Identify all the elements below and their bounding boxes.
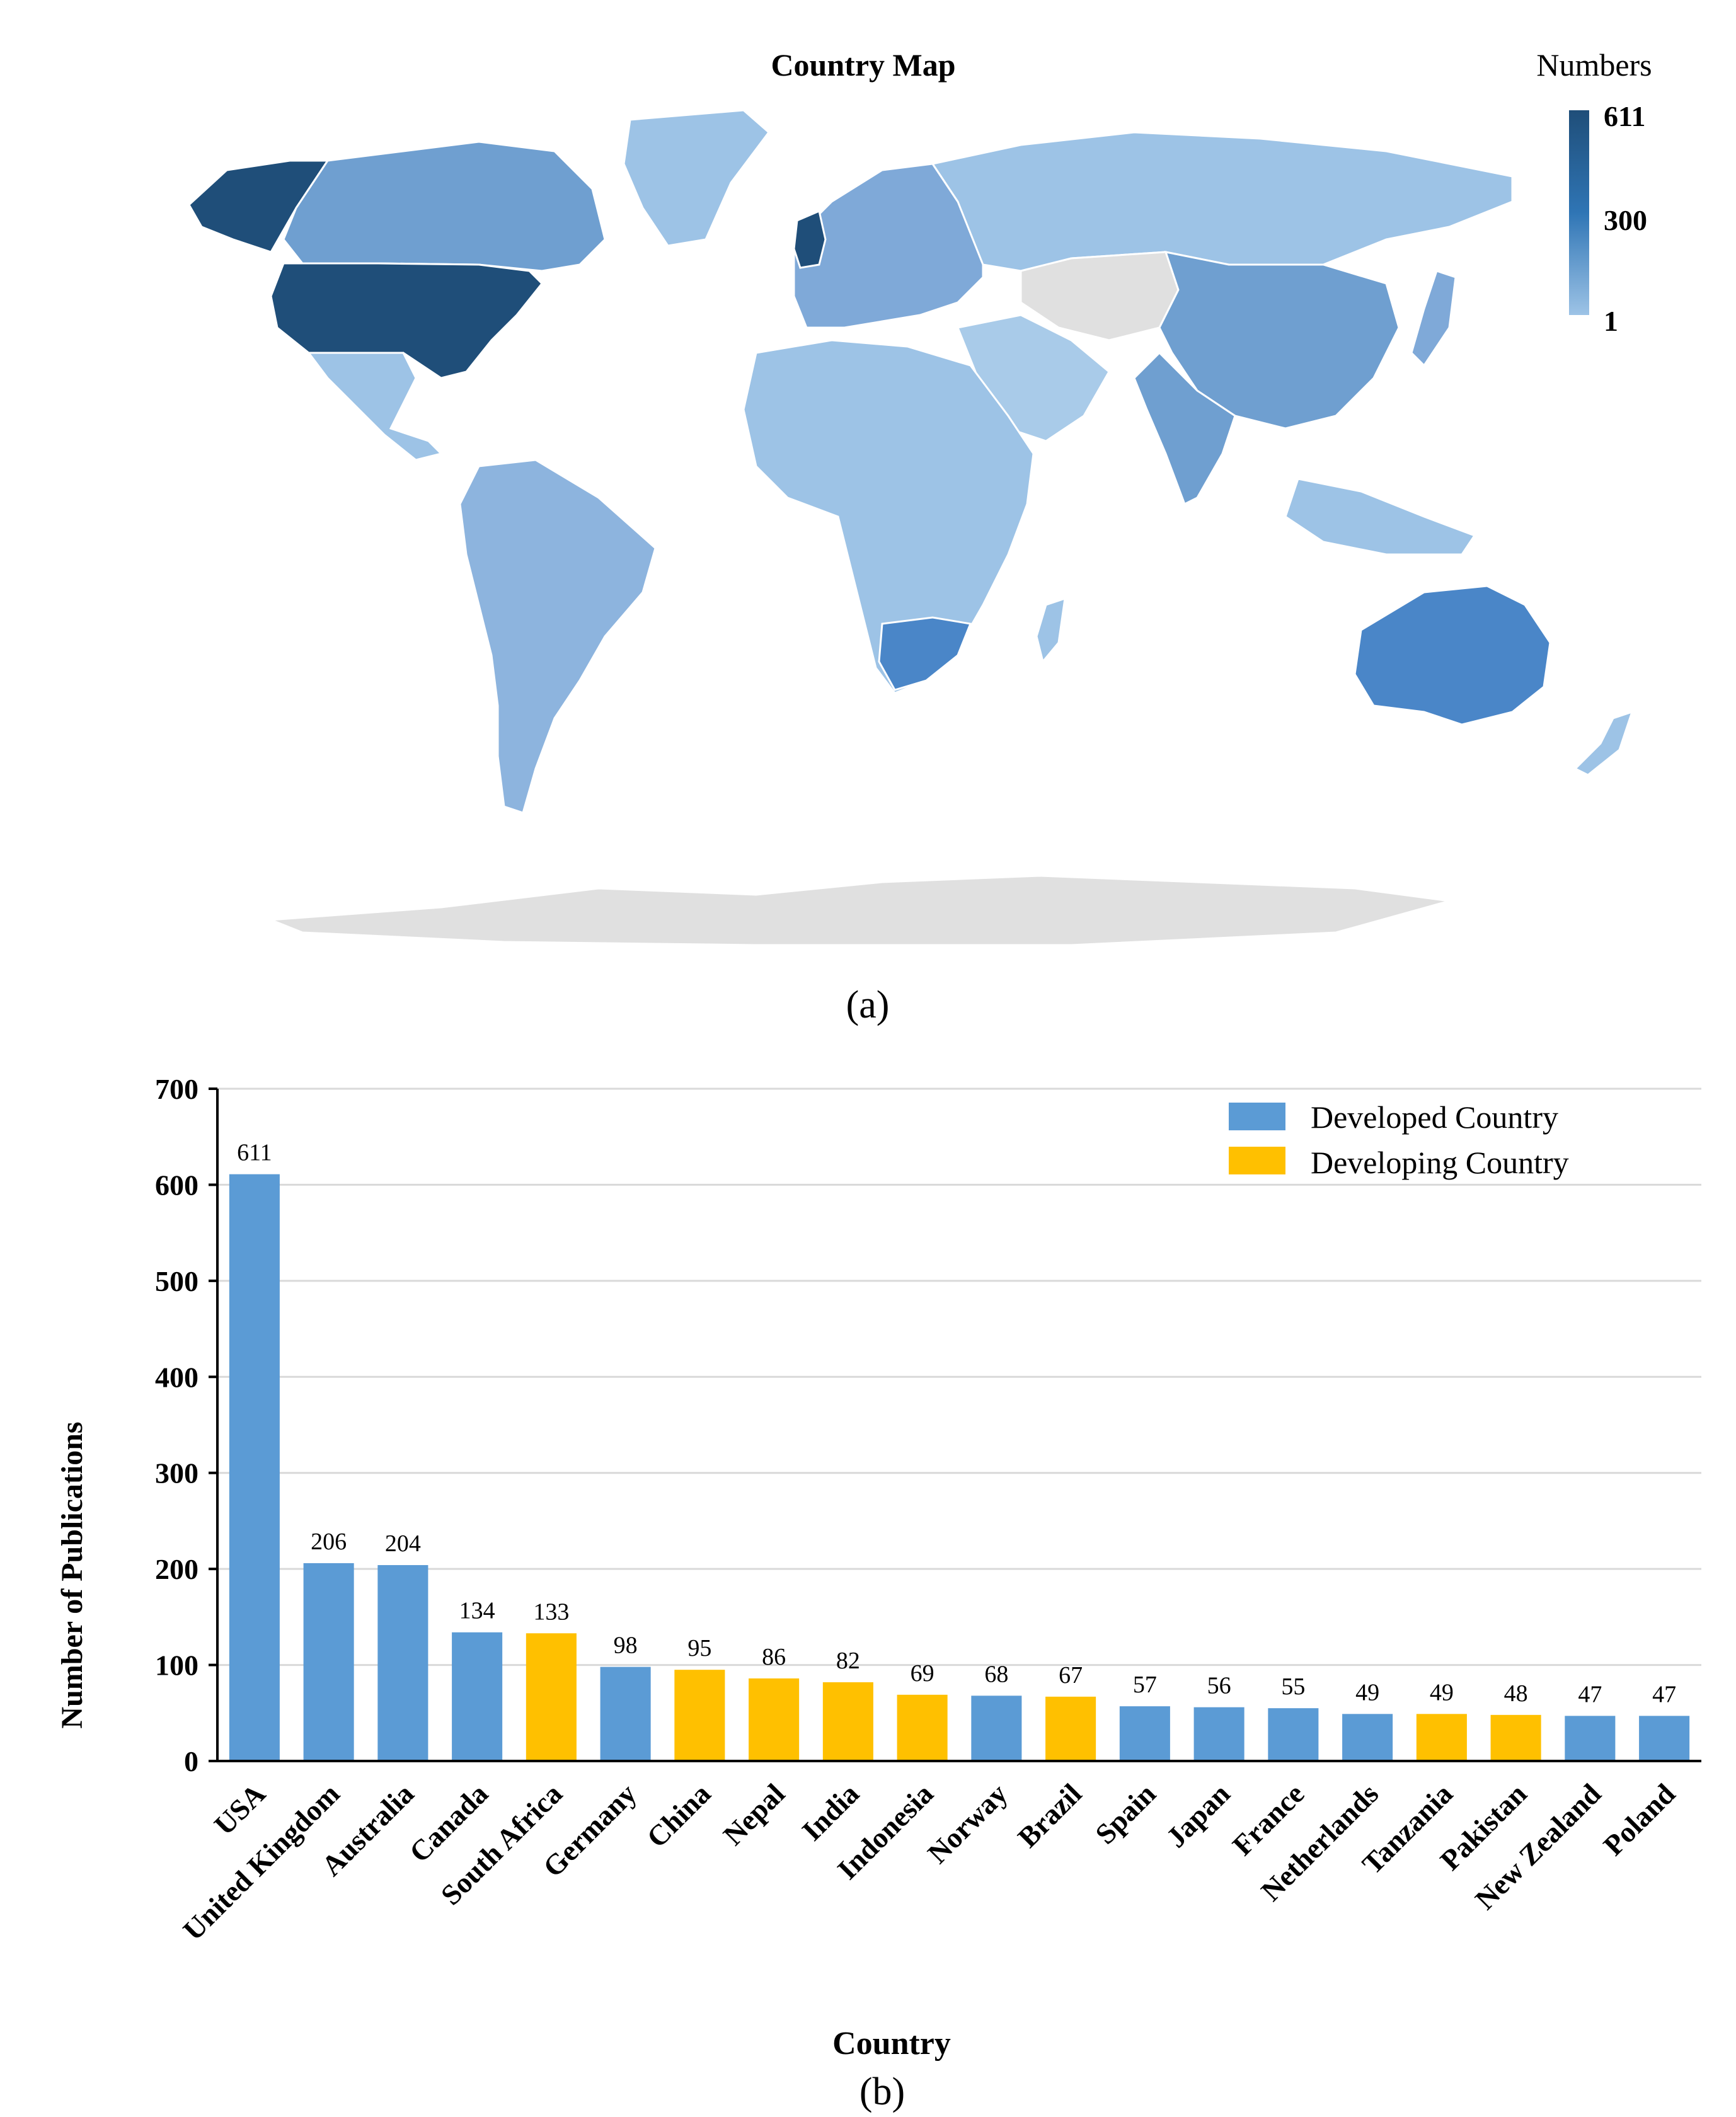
bar-pakistan — [1490, 1714, 1541, 1761]
map-region-south-africa — [878, 616, 972, 691]
bar-south-africa — [526, 1633, 577, 1761]
y-tick-label: 200 — [155, 1553, 198, 1585]
map-region-japan — [1410, 270, 1457, 367]
map-region-australia — [1354, 585, 1551, 726]
map-region-india — [1133, 351, 1236, 506]
x-tick-label: Japan — [1160, 1777, 1236, 1854]
map-region-usa — [270, 262, 544, 379]
panel-b-caption: (b) — [859, 2070, 905, 2113]
bar-indonesia — [897, 1694, 948, 1761]
y-tick-label: 300 — [155, 1457, 198, 1489]
bar-australia — [377, 1565, 428, 1761]
map-legend-min: 1 — [1604, 305, 1618, 337]
bar-value-label: 49 — [1430, 1679, 1454, 1706]
bar-value-label: 67 — [1059, 1662, 1083, 1689]
bar-value-label: 47 — [1652, 1681, 1676, 1707]
bar-value-label: 206 — [311, 1529, 347, 1555]
bar-value-label: 133 — [533, 1598, 569, 1625]
bar-value-label: 56 — [1207, 1673, 1231, 1699]
bar-value-label: 95 — [687, 1635, 711, 1661]
bar-value-label: 68 — [984, 1661, 1008, 1687]
y-tick-labels: 0 100 200 300 400 500 600 700 — [155, 1073, 198, 1777]
x-tick-label: Brazil — [1011, 1777, 1088, 1854]
y-tick-label: 500 — [155, 1265, 198, 1297]
bar-japan — [1193, 1707, 1245, 1761]
map-region-new-zealand — [1573, 710, 1634, 776]
bar-canada — [452, 1632, 503, 1761]
x-tick-label: Spain — [1089, 1777, 1162, 1850]
bar-chart: 611 206 204 134 133 98 95 86 82 69 68 67 57 56 55 49 49 4… — [55, 1073, 1701, 2113]
data-labels: 611 206 204 134 133 98 95 86 82 69 68 67 57 56 55 49 49 4… — [237, 1140, 1676, 1708]
bar-value-label: 82 — [836, 1648, 860, 1674]
bar-france — [1268, 1708, 1319, 1761]
bar-value-label: 55 — [1281, 1673, 1305, 1700]
map-region-united-kingdom — [793, 209, 827, 269]
bar-poland — [1639, 1716, 1690, 1761]
map-region-canada — [282, 141, 606, 272]
bar-united-kingdom — [303, 1563, 354, 1761]
map-region-madagascar — [1035, 597, 1066, 664]
map-legend-colorbar — [1569, 110, 1589, 315]
map-legend-title: Numbers — [1536, 47, 1652, 83]
bar-spain — [1119, 1706, 1170, 1761]
y-tick-label: 100 — [155, 1649, 198, 1682]
map-region-antarctica — [270, 875, 1450, 946]
legend-label-developing: Developing Country — [1311, 1145, 1569, 1180]
axes — [209, 1087, 1701, 1762]
map-region-europe — [793, 163, 984, 329]
bar-value-label: 69 — [911, 1660, 934, 1687]
bar-value-label: 48 — [1504, 1680, 1528, 1707]
map-legend-mid: 300 — [1604, 204, 1647, 236]
map-region-greenland — [623, 109, 771, 247]
bar-nepal — [749, 1678, 800, 1761]
legend: Developed Country Developing Country — [1229, 1099, 1569, 1180]
bar-germany — [600, 1667, 651, 1761]
bar-value-label: 98 — [614, 1632, 638, 1659]
bar-china — [674, 1670, 725, 1761]
bar-value-label: 57 — [1133, 1672, 1157, 1698]
map-legend-max: 611 — [1604, 100, 1645, 132]
bar-india — [822, 1682, 873, 1761]
map-title: Country Map — [771, 47, 955, 83]
bar-new-zealand — [1565, 1716, 1616, 1761]
bar-chart-panel: 611 206 204 134 133 98 95 86 82 69 68 67 57 56 55 49 49 4… — [0, 1033, 1736, 2114]
map-panel: Country Map Numbers 611 300 1 — [0, 0, 1736, 1052]
x-tick-label: USA — [208, 1777, 272, 1841]
y-tick-label: 600 — [155, 1169, 198, 1201]
map-region-china — [1158, 251, 1400, 430]
y-tick-label: 700 — [155, 1073, 198, 1105]
x-tick-label: Poland — [1597, 1777, 1682, 1862]
y-axis-label: Number of Publications — [55, 1421, 89, 1728]
world-map — [188, 109, 1634, 946]
x-tick-label: China — [640, 1777, 716, 1854]
bar-brazil — [1045, 1696, 1096, 1761]
bar-usa — [229, 1174, 280, 1761]
bar-value-label: 611 — [237, 1140, 272, 1166]
x-tick-label: Nepal — [717, 1777, 791, 1851]
y-tick-label: 400 — [155, 1361, 198, 1393]
panel-a-caption: (a) — [846, 984, 890, 1026]
bars — [229, 1174, 1690, 1761]
bar-value-label: 86 — [762, 1644, 786, 1670]
y-tick-label: 0 — [184, 1745, 198, 1777]
legend-label-developed: Developed Country — [1311, 1099, 1558, 1135]
x-axis-label: Country — [832, 2026, 951, 2062]
map-region-southeast-asia — [1284, 478, 1476, 556]
bar-tanzania — [1416, 1714, 1467, 1761]
legend-swatch-developed — [1229, 1103, 1285, 1130]
map-region-mexico — [307, 352, 443, 461]
bar-value-label: 204 — [385, 1530, 421, 1557]
legend-swatch-developing — [1229, 1147, 1285, 1174]
bar-value-label: 49 — [1355, 1679, 1379, 1706]
bar-value-label: 47 — [1578, 1681, 1602, 1707]
bar-value-label: 134 — [459, 1598, 495, 1624]
x-tick-label: India — [796, 1777, 865, 1847]
map-region-south-america — [459, 459, 657, 814]
x-tick-label: Norway — [921, 1777, 1013, 1869]
bar-netherlands — [1342, 1714, 1393, 1761]
map-region-russia — [931, 131, 1514, 272]
bar-norway — [971, 1695, 1022, 1761]
world-map-figure: Country Map Numbers 611 300 1 — [188, 47, 1652, 1026]
